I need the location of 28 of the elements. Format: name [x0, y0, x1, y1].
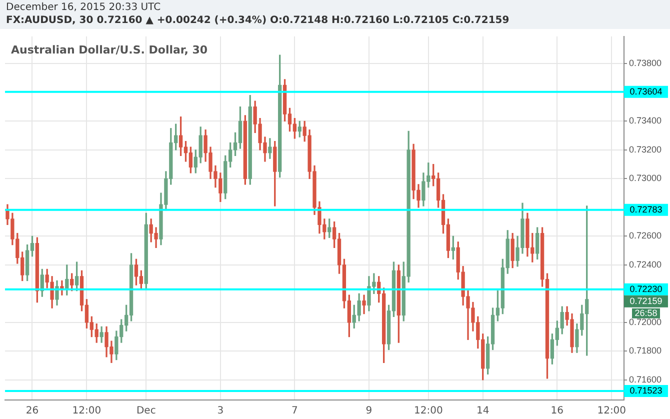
ref-line-label: 0.71523 [630, 385, 662, 396]
y-tick-label: 0.72000 [629, 316, 662, 327]
y-tick-label: 0.73000 [629, 173, 662, 184]
y-tick-label: 0.72600 [629, 230, 662, 241]
y-tick-label: 0.71600 [629, 374, 662, 384]
text: December 16, 2015 20:33 UTC [6, 1, 162, 14]
x-tick-label: Dec [136, 406, 156, 417]
x-tick-label: 9 [366, 406, 372, 417]
x-tick-label: 26 [26, 406, 39, 417]
y-tick-label: 0.72400 [629, 259, 662, 270]
text: 0.72159 [630, 296, 662, 306]
y-tick-label: 0.73400 [629, 116, 662, 126]
x-tick-label: 12:00 [72, 406, 102, 417]
text: Australian Dollar/U.S. Dollar, 30 [11, 43, 208, 56]
chart-subtitle: FX:AUDUSD, 30 0.72160 ▲ +0.00242 (+0.34%) O:0.72148 H:0.72160 L:0.72105 C:0.72159 [6, 14, 510, 27]
x-tick-label: 12:00 [597, 406, 626, 417]
x-tick-label: 14 [476, 406, 490, 417]
x-tick-label: 12:00 [414, 406, 443, 417]
x-tick-label: 3 [217, 406, 224, 417]
y-tick-label: 0.73200 [629, 144, 662, 154]
ref-line-label: 0.73604 [630, 86, 662, 96]
y-tick-label: 0.71800 [629, 346, 662, 356]
text: 26:58 [634, 308, 658, 318]
ref-line-label: 0.72230 [630, 284, 662, 294]
y-tick-label: 0.73800 [629, 58, 662, 68]
x-tick-label: 16 [550, 406, 564, 417]
x-tick-label: 7 [292, 406, 298, 417]
ref-line-label: 0.72783 [630, 204, 662, 214]
